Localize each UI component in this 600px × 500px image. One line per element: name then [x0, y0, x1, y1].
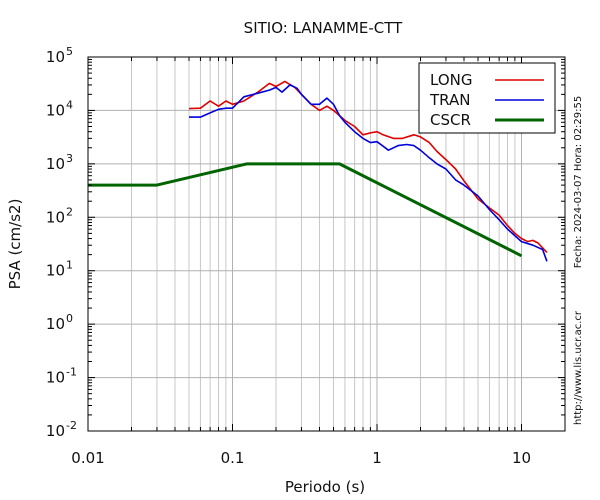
x-tick-label: 0.1	[221, 449, 245, 467]
axis-ticks	[87, 56, 566, 432]
y-tick-label: 10	[46, 48, 65, 66]
y-tick-label: 10	[46, 422, 65, 440]
y-tick-label: 10	[46, 262, 65, 280]
y-tick-exponent: 1	[66, 259, 73, 272]
y-tick-label: 10	[46, 155, 65, 173]
y-tick-exponent: -1	[66, 366, 77, 379]
x-tick-labels: 0.01 0.1 1 10	[71, 449, 531, 467]
legend-label: CSCR	[430, 111, 471, 129]
series-layer	[88, 80, 548, 262]
x-tick-label: 1	[372, 449, 382, 467]
y-tick-label: 10	[46, 101, 65, 119]
timestamp-text: Fecha: 2024-03-07 Hora: 02:29:55	[573, 96, 584, 269]
y-tick-exponent: 4	[66, 98, 73, 111]
y-tick-exponent: 3	[66, 152, 73, 165]
y-tick-exponent: 5	[66, 45, 73, 58]
y-axis-label: PSA (cm/s2)	[6, 199, 24, 290]
url-text: http://www.lis.ucr.ac.cr	[573, 310, 584, 425]
chart-title: SITIO: LANAMME-CTT	[244, 19, 403, 37]
y-tick-exponent: 0	[66, 312, 73, 325]
y-tick-label: 10	[46, 208, 65, 226]
legend-label: LONG	[430, 71, 472, 89]
series-line-cscr	[88, 162, 523, 258]
legend: LONG TRAN CSCR	[418, 62, 556, 134]
y-tick-label: 10	[46, 315, 65, 333]
x-tick-label: 10	[512, 449, 531, 467]
plot-frame	[87, 56, 566, 432]
x-tick-label: 0.01	[71, 449, 104, 467]
x-axis-label: Periodo (s)	[285, 478, 365, 496]
legend-label: TRAN	[429, 91, 470, 109]
y-tick-exponent: -2	[66, 419, 77, 432]
series-line-tran	[189, 84, 548, 262]
y-tick-label: 10	[46, 369, 65, 387]
y-tick-exponent: 2	[66, 205, 73, 218]
